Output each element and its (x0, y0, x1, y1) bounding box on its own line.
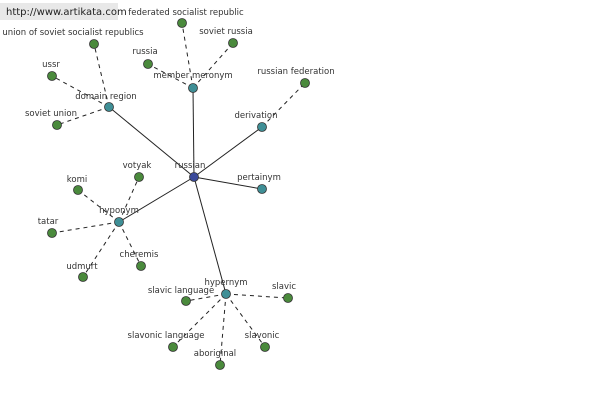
leaf-edge (261, 82, 306, 128)
relation-node (114, 217, 124, 227)
leaf-node-label: soviet russia (199, 27, 253, 37)
leaf-node-label: votyak (123, 161, 152, 171)
relation-node-label: domain region (75, 92, 136, 102)
center-node-label: russian (175, 161, 206, 171)
leaf-node-label: udmurt (66, 262, 98, 272)
leaf-node-label: slavonic (245, 331, 280, 341)
relation-edge (118, 176, 195, 223)
leaf-node (260, 342, 270, 352)
leaf-node-label: tatar (38, 217, 59, 227)
leaf-node (73, 185, 83, 195)
leaf-node (300, 78, 310, 88)
leaf-node (177, 18, 187, 28)
relation-edge (193, 126, 263, 178)
leaf-edge (181, 22, 194, 89)
leaf-edge (219, 293, 227, 366)
leaf-node (134, 172, 144, 182)
leaf-node-label: slavonic language (128, 331, 205, 341)
leaf-edge (56, 106, 110, 126)
leaf-node-label: ussr (42, 60, 60, 70)
relation-node-label: pertainym (237, 173, 281, 183)
leaf-node-label: federated socialist republic (128, 8, 244, 18)
leaf-edge (51, 221, 120, 234)
leaf-node (168, 342, 178, 352)
relation-node-label: derivation (234, 111, 277, 121)
leaf-node (143, 59, 153, 69)
leaf-node (47, 228, 57, 238)
leaf-node (52, 120, 62, 130)
relation-edge (193, 176, 263, 190)
leaf-node-label: slavic (272, 282, 296, 292)
leaf-node-label: cheremis (120, 250, 159, 260)
relation-edge (193, 176, 227, 295)
nodes: federated socialist republic soviet russi… (2, 8, 335, 370)
relation-edge (108, 106, 195, 178)
leaf-node-label: komi (67, 175, 87, 185)
leaf-edge (185, 293, 227, 302)
leaf-edge (93, 43, 110, 108)
center-node (189, 172, 199, 182)
watermark: http://www.artikata.com (6, 7, 127, 18)
relation-edge (192, 87, 195, 178)
leaf-node-label: aboriginal (194, 349, 236, 359)
relation-node (221, 289, 231, 299)
relation-node-label: hypernym (204, 278, 247, 288)
leaf-node-label: russia (132, 47, 157, 57)
leaf-edge (147, 63, 194, 89)
leaf-node (136, 261, 146, 271)
leaf-node-label: soviet union (25, 109, 77, 119)
leaf-node (215, 360, 225, 370)
leaf-edge (51, 75, 110, 108)
leaf-edge (82, 221, 120, 278)
relation-node-label: member meronym (153, 71, 232, 81)
relation-node (104, 102, 114, 112)
leaf-node (47, 71, 57, 81)
leaf-edge (77, 189, 120, 223)
relation-node-label: hyponym (99, 206, 139, 216)
edges (51, 22, 306, 366)
leaf-node-label: russian federation (257, 67, 334, 77)
leaf-node (228, 38, 238, 48)
leaf-node-label: union of soviet socialist republics (2, 28, 144, 38)
leaf-node (78, 272, 88, 282)
leaf-edge (192, 42, 234, 89)
leaf-edge (225, 293, 289, 299)
leaf-node (89, 39, 99, 49)
relation-node (188, 83, 198, 93)
leaf-edge (118, 176, 140, 223)
leaf-edge (225, 293, 266, 348)
leaf-edge (118, 221, 142, 267)
leaf-node (283, 293, 293, 303)
watermark-box (0, 3, 118, 20)
leaf-node-label: slavic language (148, 286, 214, 296)
relation-node (257, 122, 267, 132)
relation-node (257, 184, 267, 194)
leaf-node (181, 296, 191, 306)
